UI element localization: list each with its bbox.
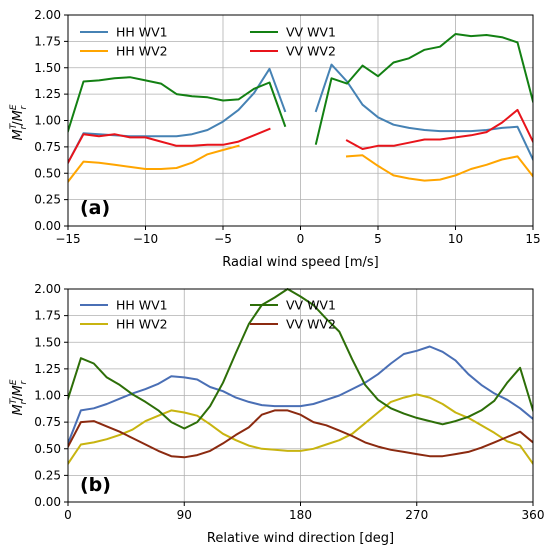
x-tick-label: 0 bbox=[64, 508, 72, 522]
y-tick-label: 0.25 bbox=[34, 193, 61, 207]
y-tick-label: 1.25 bbox=[34, 87, 61, 101]
x-tick-label: 15 bbox=[525, 232, 540, 246]
legend-label-vv-wv1: VV WV1 bbox=[286, 25, 336, 40]
x-tick-label: 5 bbox=[374, 232, 382, 246]
y-tick-label: 1.75 bbox=[34, 34, 61, 48]
y-tick-label: 1.50 bbox=[34, 61, 61, 75]
series-line-hh-wv1-seg1 bbox=[68, 67, 287, 165]
y-tick-label: 2.00 bbox=[34, 282, 61, 296]
y-axis-label-part: T bbox=[9, 397, 19, 404]
y-axis-label-part: M bbox=[11, 385, 26, 396]
chart-panel-b: 0 90 180 270 360 0.00 0.25 0.50 0.75 1.00 1.25 1.50… bbox=[9, 282, 544, 546]
series-line-hh-wv2-seg2 bbox=[345, 154, 533, 182]
series-group bbox=[68, 33, 533, 184]
legend-label-hh-wv2: HH WV2 bbox=[116, 317, 168, 332]
panel-label: (a) bbox=[80, 197, 110, 219]
y-axis-label-part: M bbox=[11, 110, 26, 121]
y-axis-label-part: E bbox=[9, 379, 19, 385]
y-axis-label-part: M bbox=[11, 404, 26, 415]
x-tick-label: −10 bbox=[133, 232, 158, 246]
series-line-hh-wv1-seg2 bbox=[314, 63, 533, 161]
y-tick-label: 1.00 bbox=[34, 389, 61, 403]
legend-label-hh-wv1: HH WV1 bbox=[116, 298, 168, 313]
x-tick-label: 360 bbox=[522, 508, 545, 522]
series-line-hh-wv2-seg1 bbox=[68, 393, 533, 466]
x-tick-label: 270 bbox=[405, 508, 428, 522]
y-tick-label: 0.00 bbox=[34, 495, 61, 509]
x-tick-label: −5 bbox=[214, 232, 232, 246]
y-axis-label-part: r bbox=[19, 124, 29, 129]
y-tick-label: 1.50 bbox=[34, 335, 61, 349]
y-axis-label-part: T bbox=[9, 122, 19, 129]
y-tick-label: 1.25 bbox=[34, 362, 61, 376]
y-tick-label: 1.00 bbox=[34, 114, 61, 128]
y-axis-label: MTr/MEr bbox=[9, 104, 29, 140]
y-tick-label: 0.25 bbox=[34, 468, 61, 482]
series-line-vv-wv1-seg1 bbox=[68, 76, 287, 133]
legend-label-vv-wv2: VV WV2 bbox=[286, 317, 336, 332]
y-axis-label-slash: / bbox=[11, 121, 26, 126]
legend-label-vv-wv1: VV WV1 bbox=[286, 298, 336, 313]
x-tick-label: 0 bbox=[297, 232, 305, 246]
y-tick-label: 1.75 bbox=[34, 309, 61, 323]
series-line-vv-wv2-seg1 bbox=[68, 127, 271, 165]
y-axis-label-part: E bbox=[9, 104, 19, 110]
y-tick-label: 2.00 bbox=[34, 8, 61, 22]
series-line-vv-wv1-seg2 bbox=[314, 33, 533, 145]
panel-label: (b) bbox=[80, 474, 111, 496]
y-tick-label: 0.50 bbox=[34, 166, 61, 180]
y-tick-label: 0.00 bbox=[34, 219, 61, 233]
series-line-vv-wv1-seg1 bbox=[68, 288, 533, 430]
y-tick-label: 0.50 bbox=[34, 442, 61, 456]
x-axis-label: Relative wind direction [deg] bbox=[207, 531, 394, 546]
legend-label-hh-wv2: HH WV2 bbox=[116, 44, 168, 59]
x-tick-label: 180 bbox=[289, 508, 312, 522]
series-line-vv-wv2-seg2 bbox=[345, 108, 533, 150]
x-tick-label: −15 bbox=[55, 232, 80, 246]
series-line-hh-wv1-seg1 bbox=[68, 345, 533, 445]
series-line-vv-wv2-seg1 bbox=[68, 409, 533, 459]
x-axis-label: Radial wind speed [m/s] bbox=[222, 255, 379, 270]
y-axis-label-part: M bbox=[11, 129, 26, 140]
y-axis-label: MTr/MEr bbox=[9, 379, 29, 415]
legend-label-vv-wv2: VV WV2 bbox=[286, 44, 336, 59]
y-axis-label-slash: / bbox=[11, 396, 26, 401]
y-axis-label-part: r bbox=[19, 104, 29, 109]
x-tick-label: 90 bbox=[177, 508, 192, 522]
series-line-hh-wv2-seg1 bbox=[68, 144, 240, 184]
y-axis-label-part: r bbox=[19, 399, 29, 404]
series-group bbox=[68, 288, 533, 466]
chart-panel-a: −15 −10 −5 0 5 10 15 0.00 0.25 0.50 0.75 1.00 1.25 1.… bbox=[9, 8, 541, 270]
y-axis-label-part: r bbox=[19, 379, 29, 384]
legend-label-hh-wv1: HH WV1 bbox=[116, 25, 168, 40]
y-tick-label: 0.75 bbox=[34, 415, 61, 429]
x-tick-label: 10 bbox=[448, 232, 463, 246]
y-tick-label: 0.75 bbox=[34, 140, 61, 154]
